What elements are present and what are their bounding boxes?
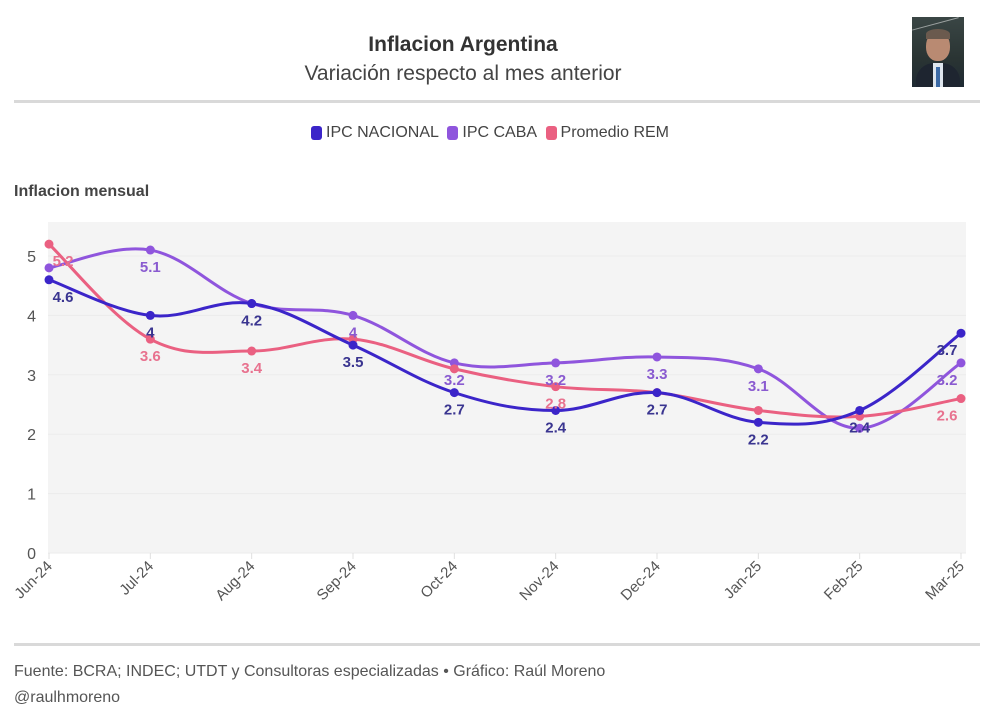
data-point-ipc-nacional[interactable]	[551, 405, 561, 415]
line-chart: 0 1 2 3 4 5 Jun-24 Jul-24 Aug-24 Sep-24 Oct-24 Nov-…	[11, 222, 968, 604]
data-point-ipc-caba[interactable]	[855, 423, 865, 433]
data-label-ipc-nacional: 2.4	[545, 419, 567, 436]
y-tick-label: 1	[27, 487, 36, 504]
data-label-ipc-nacional: 2.4	[849, 419, 871, 436]
y-axis-title: Inflacion mensual	[14, 183, 150, 200]
data-point-ipc-nacional[interactable]	[247, 299, 257, 309]
data-label-ipc-caba: 3.3	[647, 366, 668, 383]
data-label-ipc-nacional: 4.6	[53, 289, 74, 306]
y-tick-label: 4	[27, 308, 36, 325]
legend-label: IPC CABA	[462, 124, 538, 141]
legend-item-ipc-nacional[interactable]: IPC NACIONAL	[311, 124, 439, 142]
x-tick-label: Jan-25	[721, 558, 765, 602]
y-tick-label: 2	[27, 427, 36, 444]
x-tick-label: Nov-24	[516, 558, 562, 604]
source-note: Fuente: BCRA; INDEC; UTDT y Consultoras …	[14, 663, 606, 680]
data-point-ipc-nacional[interactable]	[652, 388, 662, 398]
x-tick-label: Sep-24	[314, 558, 360, 604]
author-avatar	[912, 17, 964, 87]
data-point-promedio-rem[interactable]	[956, 394, 966, 404]
data-label-promedio-rem: 5.2	[53, 253, 74, 270]
x-tick-label: Aug-24	[212, 558, 258, 604]
data-label-ipc-nacional: 2.2	[748, 431, 769, 448]
data-label-promedio-rem: 2.8	[545, 396, 566, 413]
data-point-ipc-nacional[interactable]	[956, 328, 966, 338]
x-tick-label: Feb-25	[821, 558, 867, 604]
series-line-ipc-nacional	[47, 278, 963, 426]
legend-label: Promedio REM	[560, 124, 669, 141]
plot-background	[48, 222, 966, 553]
data-label-ipc-caba: 5.1	[140, 259, 161, 276]
data-label-ipc-caba: 3.1	[748, 378, 769, 395]
footer: Fuente: BCRA; INDEC; UTDT y Consultoras …	[14, 659, 605, 711]
legend-item-promedio-rem[interactable]: Promedio REM	[545, 124, 669, 142]
legend-swatch-ipc-nacional	[311, 126, 322, 140]
data-label-ipc-nacional: 2.7	[647, 402, 668, 419]
data-label-promedio-rem: 2.6	[937, 408, 958, 425]
footer-divider	[14, 643, 980, 646]
data-label-ipc-nacional: 3.7	[937, 342, 958, 359]
header-divider	[14, 100, 980, 103]
author-handle[interactable]: @raulhmoreno	[14, 689, 121, 706]
data-label-ipc-caba: 4	[349, 324, 358, 341]
y-tick-label: 5	[27, 249, 36, 266]
data-label-ipc-caba: 3.2	[444, 372, 465, 389]
data-label-ipc-nacional: 2.7	[444, 402, 465, 419]
data-label-promedio-rem: 3.6	[140, 348, 161, 365]
data-point-promedio-rem[interactable]	[44, 239, 54, 249]
data-label-ipc-nacional: 4.2	[241, 313, 262, 330]
data-point-promedio-rem[interactable]	[145, 334, 155, 344]
data-point-promedio-rem[interactable]	[551, 382, 561, 392]
data-label-promedio-rem: 3.4	[241, 360, 263, 377]
data-point-ipc-caba[interactable]	[348, 310, 358, 320]
chart-title: Inflacion Argentina	[368, 33, 558, 56]
data-point-ipc-caba[interactable]	[753, 364, 763, 374]
data-point-ipc-nacional[interactable]	[855, 405, 865, 415]
legend-swatch-ipc-caba	[447, 126, 459, 140]
legend-item-ipc-caba[interactable]: IPC CABA	[447, 124, 537, 142]
data-point-promedio-rem[interactable]	[753, 405, 763, 415]
x-tick-label: Mar-25	[922, 558, 968, 604]
x-tick-label: Dec-24	[618, 558, 664, 604]
y-tick-label: 3	[27, 368, 36, 385]
data-label-ipc-caba: 3.2	[937, 372, 958, 389]
series-line-ipc-caba	[47, 247, 963, 430]
data-point-ipc-nacional[interactable]	[145, 310, 155, 320]
y-tick-label: 0	[27, 546, 36, 563]
data-point-ipc-caba[interactable]	[652, 352, 662, 362]
data-point-ipc-nacional[interactable]	[44, 275, 54, 285]
data-point-ipc-caba[interactable]	[956, 358, 966, 368]
legend: IPC NACIONAL IPC CABA Promedio REM	[0, 124, 980, 145]
data-point-promedio-rem[interactable]	[449, 364, 459, 374]
x-tick-label: Jun-24	[11, 558, 55, 602]
legend-swatch-promedio-rem	[545, 126, 557, 140]
series-line-promedio-rem	[47, 242, 963, 419]
data-point-ipc-nacional[interactable]	[753, 417, 763, 427]
avatar-tie	[936, 67, 940, 87]
chart-subtitle: Variación respecto al mes anterior	[304, 62, 622, 85]
x-tick-label: Oct-24	[417, 558, 461, 602]
data-point-ipc-caba[interactable]	[551, 358, 561, 368]
data-label-ipc-caba: 3.2	[545, 372, 566, 389]
legend-label: IPC NACIONAL	[326, 124, 439, 141]
data-label-ipc-nacional: 4	[146, 324, 155, 341]
data-point-promedio-rem[interactable]	[247, 346, 257, 356]
x-tick-label: Jul-24	[116, 558, 157, 599]
data-label-ipc-nacional: 3.5	[343, 354, 364, 371]
data-point-ipc-nacional[interactable]	[449, 388, 459, 398]
data-point-ipc-caba[interactable]	[145, 245, 155, 255]
data-point-ipc-nacional[interactable]	[348, 340, 358, 350]
data-point-ipc-caba[interactable]	[44, 263, 54, 273]
avatar-hair	[926, 29, 950, 39]
